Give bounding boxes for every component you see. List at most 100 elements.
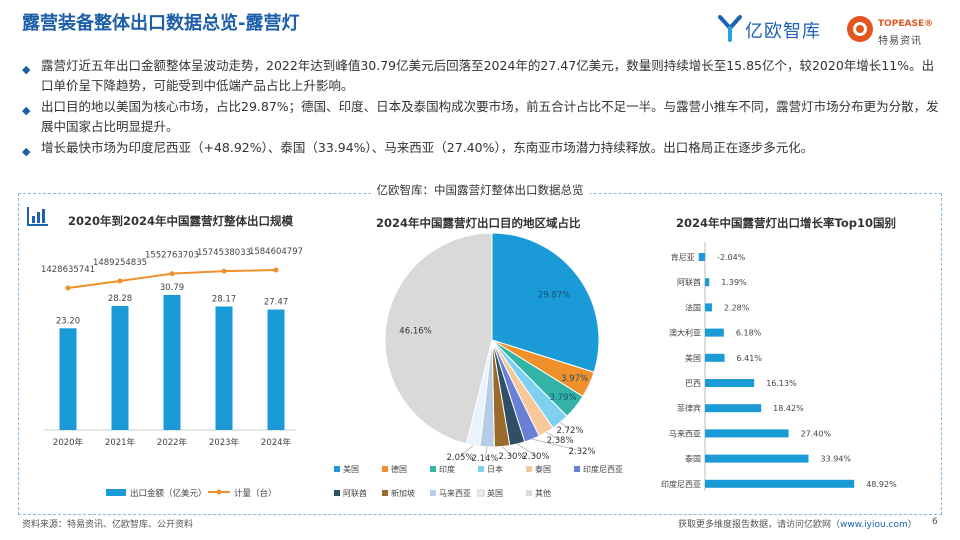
legend-swatch [382,466,388,472]
bar-value-label: 1.39% [721,278,747,287]
pie-leader-line [459,445,474,458]
y-tick-label: 肯尼亚 [671,252,695,262]
topease-logo-cn: 特易资讯 [878,36,922,47]
pie-value-label: 2.38% [546,436,573,446]
legend-swatch [430,466,436,472]
bar [705,328,724,337]
bar [705,404,762,413]
x-tick-label: 2023年 [209,437,240,448]
legend-swatch [382,490,388,496]
export-scale-chart: 23.20 2020年 1428635741 28.28 2021年 1489254835… [41,247,303,499]
diamond-bullet-icon: ◆ [22,104,31,117]
bar [705,379,755,387]
legend-label: 德国 [391,464,407,474]
footer-more: 获取更多维度报告数据，请访问亿欧网（www.iyiou.com） [678,517,917,530]
bar-value-label: 27.47 [264,298,288,308]
bar-value-label: 48.92% [866,480,897,489]
y-tick-label: 美国 [685,353,701,363]
topease-mark-icon [847,16,873,42]
pie-value-label: 2.30% [522,452,549,462]
line-value-label: 1584604797 [249,247,303,257]
y-tick-label: 澳大利亚 [669,328,701,338]
yiou-mark-icon [718,15,742,42]
bar-value-label: 30.79 [160,283,184,293]
page-title: 露营装备整体出口数据总览-露营灯 [22,13,300,34]
bar [705,353,725,362]
pie-leader-line [517,443,537,457]
topease-logo-en: TOPEASE® [878,19,934,29]
legend-label: 美国 [343,464,359,474]
legend-marker [216,489,222,495]
bar [111,306,129,430]
legend-swatch [106,489,126,496]
bullet-text: 出口目的地以美国为核心市场，占比29.87%；德国、印度、日本及泰国构成次要市场… [41,99,939,134]
footer-link[interactable]: www.iyiou.com [840,520,908,530]
footer-more-end: ） [907,520,917,530]
pie-value-label: 29.87% [538,290,570,300]
bar [705,454,809,463]
line-point [273,267,279,273]
x-tick-label: 2020年 [53,437,84,448]
legend-swatch [334,466,340,472]
bar-chart-icon [27,207,48,226]
y-tick-label: 泰国 [685,454,701,464]
y-tick-label: 阿联酋 [677,277,701,287]
bar [705,479,855,488]
line-point [117,278,123,284]
legend-swatch [334,490,340,496]
legend-label: 出口金额（亿美元） [130,488,207,499]
growth-top10-chart: 肯尼亚 -2.04% 阿联酋 1.39% 法国 2.28% 澳大利亚 6.18% 美国 6.41%… [661,242,897,491]
bar-value-label: 16.13% [766,379,797,388]
line-value-label: 1552763703 [145,251,199,261]
chart1-title: 2020年到2024年中国露营灯整体出口规模 [68,214,294,228]
y-tick-label: 巴西 [685,379,701,388]
legend-label: 印度尼西亚 [583,464,623,474]
legend-swatch [477,489,485,497]
bar-value-label: 28.17 [212,294,236,304]
pie-value-label: 2.30% [498,452,525,462]
topease-logo: TOPEASE® 特易资讯 [845,14,945,47]
pie-value-label: 46.16% [399,327,431,337]
bar [163,295,181,430]
summary-bullet-3: ◆ 增长最快市场为印度尼西亚（+48.92%）、泰国（33.94%）、马来西亚（… [22,138,942,158]
pie-leader-line [560,422,571,431]
y-tick-label: 菲律宾 [677,403,701,413]
y-tick-label: 马来西亚 [669,429,701,438]
bar [698,253,705,261]
line-value-label: 1428635741 [41,265,95,275]
bar-value-label: 6.41% [737,354,763,363]
bar [705,303,712,312]
legend-label: 日本 [487,464,503,474]
legend-label: 新加坡 [391,488,415,498]
line-point [221,268,227,274]
bar-value-label: 33.94% [821,455,852,464]
x-tick-label: 2021年 [105,437,136,448]
legend-label: 印度 [439,464,455,474]
bar-value-label: 18.42% [773,404,804,413]
x-tick-label: 2024年 [261,437,292,448]
page-number: 6 [932,517,938,527]
footer-source: 资料来源：特易资讯、亿欧智库、公开资料 [22,520,194,530]
pie-value-label: 2.14% [471,454,498,464]
chart2-title: 2024年中国露营灯出口目的地区域占比 [376,216,581,230]
legend-swatch [526,466,532,472]
pie-value-label: 2.72% [556,426,583,436]
bar-value-label: 6.18% [736,329,762,338]
legend-swatch [526,490,532,496]
bullet-text: 增长最快市场为印度尼西亚（+48.92%）、泰国（33.94%）、马来西亚（27… [41,140,814,155]
panel-caption: 亿欧智库：中国露营灯整体出口数据总览 [0,182,960,198]
line-point [169,271,175,277]
line-value-label: 1574538033 [197,248,251,258]
diamond-bullet-icon: ◆ [22,63,31,76]
line-point [65,285,71,291]
yiou-logo-text: 亿欧智库 [745,21,821,42]
legend-label: 马来西亚 [439,489,471,498]
bar-value-label: -2.04% [717,253,746,262]
bar [59,328,77,430]
legend-label: 阿联酋 [343,488,367,498]
bar [705,278,710,287]
x-tick-label: 2022年 [157,437,188,448]
legend-swatch [574,466,580,472]
pie-slice [491,232,600,373]
legend-label: 其他 [535,488,551,498]
